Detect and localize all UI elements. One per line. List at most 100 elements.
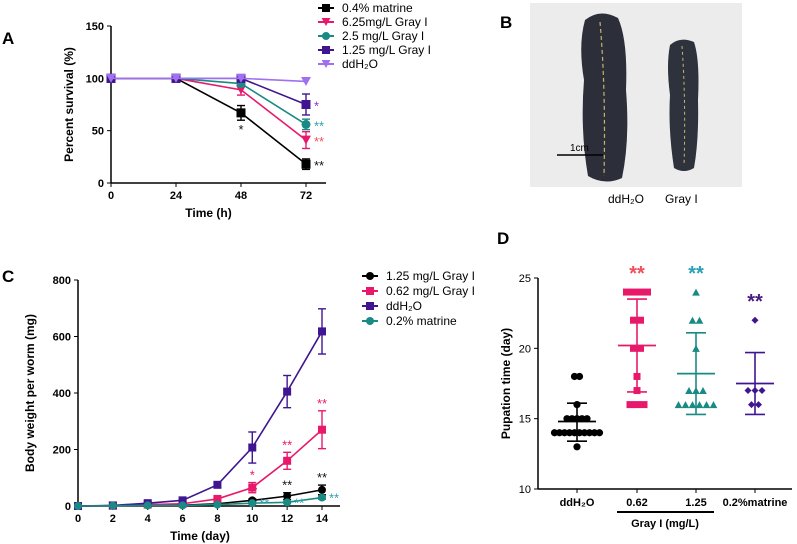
y-tick-label: 200	[53, 445, 71, 457]
legend-marker	[366, 302, 374, 310]
data-point	[283, 498, 292, 507]
x-tick-label: 0.62	[626, 497, 647, 509]
data-point	[248, 483, 257, 492]
data-point	[699, 387, 707, 395]
larva-treated	[668, 39, 699, 171]
data-point	[283, 492, 292, 501]
significance-stars: **	[314, 158, 324, 173]
data-point	[644, 288, 651, 296]
data-point	[637, 316, 644, 324]
significance-stars: **	[317, 396, 327, 411]
data-point	[555, 429, 564, 437]
data-point	[560, 429, 569, 437]
data-point	[633, 401, 641, 409]
data-point	[301, 135, 311, 145]
y-tick-label: 150	[86, 21, 104, 33]
y-tick-label: 25	[519, 273, 531, 285]
legend-label: 0.4% matrine	[342, 1, 413, 15]
legend-label: 0.2% matrine	[386, 314, 457, 328]
legend-label: 1.25 mg/L Gray I	[386, 269, 475, 283]
data-point	[688, 316, 697, 324]
data-point	[681, 401, 690, 409]
data-point	[248, 499, 257, 508]
panel-label-b: B	[500, 13, 512, 32]
scale-bar-label: 1cm	[570, 143, 589, 154]
y-axis-label: Body weight per worm (mg)	[23, 314, 37, 472]
y-tick-label: 20	[519, 343, 531, 355]
x-tick-label: 0.2%matrine	[723, 497, 788, 509]
data-point	[688, 401, 697, 409]
data-point	[570, 372, 579, 381]
x-tick-label: 12	[281, 513, 293, 525]
data-point	[580, 429, 589, 437]
significance-stars: **	[282, 478, 292, 493]
legend-label: 2.5 mg/L Gray I	[342, 29, 424, 43]
group-label: Gray I (mg/L)	[631, 518, 699, 530]
data-point	[590, 429, 599, 437]
data-point	[213, 480, 222, 489]
legend-label: ddH₂O	[342, 57, 378, 71]
panel-label-d: D	[497, 229, 509, 248]
data-point	[301, 119, 311, 129]
data-point	[573, 443, 581, 451]
data-point	[575, 372, 584, 381]
legend-marker	[366, 272, 374, 280]
y-tick-label: 15	[519, 414, 531, 426]
data-point	[301, 76, 311, 86]
y-tick-label: 800	[53, 275, 71, 287]
data-point	[695, 401, 704, 409]
data-point	[213, 494, 222, 503]
data-point	[623, 288, 630, 296]
data-point	[171, 73, 181, 83]
significance-stars: **	[282, 437, 292, 452]
significance-stars: **	[688, 263, 704, 285]
series-4: ddH₂O	[106, 57, 378, 86]
data-point	[301, 159, 311, 169]
data-point	[74, 502, 82, 510]
y-axis-label: Pupation time (day)	[499, 328, 513, 439]
panel-label-a: A	[2, 29, 14, 48]
data-point	[236, 85, 246, 95]
significance-stars: *	[238, 122, 243, 137]
data-point	[744, 387, 752, 395]
group-3: **	[736, 291, 774, 416]
data-point	[236, 108, 246, 118]
x-tick-label: 0	[75, 513, 81, 525]
significance-stars: **	[259, 496, 269, 511]
data-point	[674, 401, 683, 409]
data-point	[751, 316, 759, 324]
x-axis-label: Time (h)	[185, 206, 231, 220]
data-point	[695, 316, 704, 324]
group-0	[550, 372, 604, 451]
group-1: **	[618, 263, 656, 409]
legend-label: 0.62 mg/L Gray I	[386, 284, 475, 298]
x-tick-label: 6	[180, 513, 186, 525]
significance-stars: **	[317, 470, 327, 485]
legend-marker	[321, 18, 331, 26]
x-axis-label: Time (day)	[170, 529, 230, 543]
data-point	[583, 415, 591, 423]
photo-label-control: ddH₂O	[608, 192, 644, 206]
data-point	[565, 429, 574, 437]
series-line	[111, 77, 307, 165]
significance-stars: *	[314, 99, 319, 114]
larvae-photo: 1cm ddH₂O Gray I	[530, 3, 742, 206]
data-point	[283, 456, 292, 465]
data-point	[702, 401, 711, 409]
x-tick-label: 10	[246, 513, 258, 525]
x-tick-label: 48	[235, 190, 247, 202]
data-point	[563, 415, 571, 423]
panel-label-c: C	[2, 267, 14, 286]
data-point	[550, 429, 559, 437]
data-point	[709, 401, 718, 409]
legend-marker	[366, 287, 374, 295]
body-weight-chart: 0 2 4 6 8 10 12 14 0 200 400 600 800 Time (day) Body w…	[23, 269, 475, 543]
data-point	[640, 401, 648, 409]
y-tick-label: 0	[65, 501, 71, 513]
series-3: ** ** ** 0.2% matrine	[74, 314, 457, 511]
significance-stars: **	[629, 263, 645, 285]
data-point	[630, 344, 637, 352]
x-tick-label: 2	[110, 513, 116, 525]
x-tick-label: 8	[214, 513, 220, 525]
